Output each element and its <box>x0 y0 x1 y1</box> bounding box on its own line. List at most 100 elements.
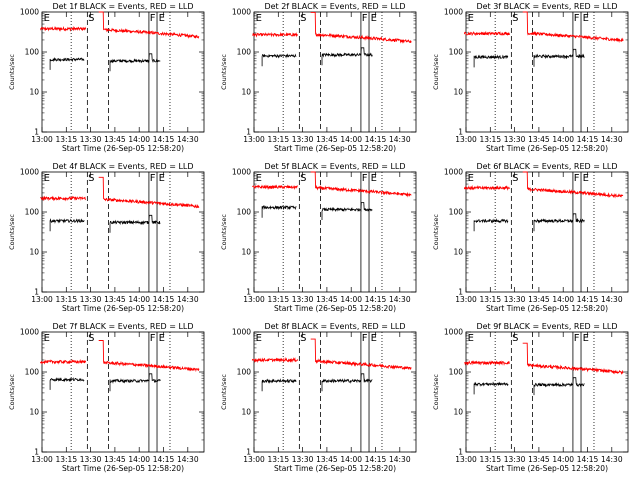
event-marker-label: F <box>150 173 156 184</box>
x-tick-label: 13:00 <box>243 295 265 304</box>
y-tick-label: 1 <box>34 288 39 297</box>
y-tick-label: 100 <box>25 208 40 217</box>
events-rate-line <box>49 57 85 70</box>
events-rate-line <box>533 377 585 396</box>
x-tick-label: 14:30 <box>601 455 623 464</box>
event-marker-label: E <box>256 333 262 344</box>
event-marker-label: E <box>583 13 589 24</box>
x-axis-label: Start Time (26-Sep-05 12:58:20) <box>62 144 184 153</box>
x-tick-label: 14:00 <box>128 295 150 304</box>
x-tick-label: 13:30 <box>80 135 102 144</box>
x-tick-label: 14:00 <box>340 455 362 464</box>
detector-panel-2: Det 2f BLACK = Events, RED = LLD 1 10 100 10… <box>220 2 417 153</box>
plot-frame <box>41 331 205 453</box>
x-tick-label: 14:30 <box>389 455 411 464</box>
x-tick-label: 13:00 <box>455 135 477 144</box>
x-tick-label: 13:30 <box>80 455 102 464</box>
x-tick-label: 14:00 <box>340 295 362 304</box>
event-marker-label: E <box>468 333 474 344</box>
y-tick-label: 1000 <box>232 168 251 177</box>
panel-title: Det 5f BLACK = Events, RED = LLD <box>264 162 405 171</box>
y-tick-label: 10 <box>29 248 39 257</box>
x-tick-label: 14:30 <box>177 455 199 464</box>
y-tick-label: 10 <box>453 88 463 97</box>
y-tick-label: 10 <box>29 88 39 97</box>
lld-rate-line <box>98 176 200 209</box>
events-rate-line <box>109 53 161 72</box>
event-marker-label: E <box>583 173 589 184</box>
x-tick-label: 14:15 <box>365 135 387 144</box>
plot-frame <box>465 331 629 453</box>
event-marker-label: E <box>256 173 262 184</box>
x-tick-label: 14:15 <box>365 295 387 304</box>
x-tick-label: 13:15 <box>267 135 289 144</box>
y-tick-label: 1 <box>458 288 463 297</box>
event-marker-label: E <box>468 13 474 24</box>
x-tick-label: 13:15 <box>55 295 77 304</box>
events-rate-line <box>49 377 85 390</box>
x-tick-label: 14:30 <box>601 295 623 304</box>
y-tick-label: 100 <box>449 48 464 57</box>
plot-frame <box>41 171 205 293</box>
x-tick-label: 13:00 <box>31 455 53 464</box>
events-rate-line <box>109 373 161 392</box>
lld-rate-line <box>463 30 511 37</box>
events-rate-line <box>473 54 509 68</box>
x-tick-label: 14:30 <box>177 295 199 304</box>
x-tick-label: 13:30 <box>292 295 314 304</box>
lld-rate-line <box>522 171 624 199</box>
event-marker-label: E <box>44 173 50 184</box>
y-axis-label: Counts/sec <box>8 214 16 250</box>
x-tick-label: 14:15 <box>577 455 599 464</box>
lld-rate-line <box>310 171 412 198</box>
x-tick-label: 13:45 <box>528 135 550 144</box>
y-tick-label: 100 <box>237 48 252 57</box>
y-tick-label: 10 <box>241 408 251 417</box>
detector-panel-3: Det 3f BLACK = Events, RED = LLD 1 10 100 10… <box>432 2 629 153</box>
y-tick-label: 1 <box>34 128 39 137</box>
events-rate-line <box>49 218 85 232</box>
x-tick-label: 13:00 <box>455 455 477 464</box>
lld-rate-line <box>464 360 510 366</box>
event-marker-label: E <box>468 173 474 184</box>
x-tick-label: 13:15 <box>267 455 289 464</box>
y-tick-label: 1000 <box>232 8 251 17</box>
event-marker-label: E <box>583 333 589 344</box>
y-tick-label: 10 <box>241 248 251 257</box>
events-rate-line <box>473 381 509 395</box>
x-tick-label: 14:30 <box>177 135 199 144</box>
event-marker-label: E <box>159 173 165 184</box>
event-marker-label: E <box>159 13 165 24</box>
x-tick-label: 14:30 <box>389 295 411 304</box>
y-tick-label: 100 <box>25 368 40 377</box>
event-marker-label: F <box>362 13 368 24</box>
y-tick-label: 1 <box>458 448 463 457</box>
event-marker-label: E <box>44 333 50 344</box>
panel-title: Det 3f BLACK = Events, RED = LLD <box>476 2 617 11</box>
event-marker-label: E <box>371 173 377 184</box>
plot-frame <box>253 331 417 453</box>
events-rate-line <box>473 218 509 232</box>
panel-title: Det 1f BLACK = Events, RED = LLD <box>52 2 193 11</box>
detector-panel-5: Det 5f BLACK = Events, RED = LLD 1 10 100 10… <box>220 162 417 313</box>
event-marker-label: F <box>362 173 368 184</box>
event-marker-label: F <box>574 173 580 184</box>
panel-title: Det 4f BLACK = Events, RED = LLD <box>52 162 193 171</box>
x-tick-label: 13:15 <box>479 135 501 144</box>
y-axis-label: Counts/sec <box>220 214 228 250</box>
event-marker-label: S <box>512 333 518 344</box>
x-tick-label: 13:30 <box>504 455 526 464</box>
x-tick-label: 14:00 <box>340 135 362 144</box>
y-tick-label: 1000 <box>20 8 39 17</box>
x-tick-label: 14:15 <box>365 455 387 464</box>
lld-rate-line <box>252 31 299 38</box>
x-tick-label: 13:30 <box>504 135 526 144</box>
y-axis-label: Counts/sec <box>8 374 16 410</box>
events-rate-line <box>261 378 297 392</box>
detector-panel-8: Det 8f BLACK = Events, RED = LLD 1 10 100 10… <box>220 322 417 473</box>
y-tick-label: 1000 <box>20 168 39 177</box>
y-tick-label: 1000 <box>444 8 463 17</box>
event-marker-label: E <box>371 333 377 344</box>
x-tick-label: 13:30 <box>292 135 314 144</box>
